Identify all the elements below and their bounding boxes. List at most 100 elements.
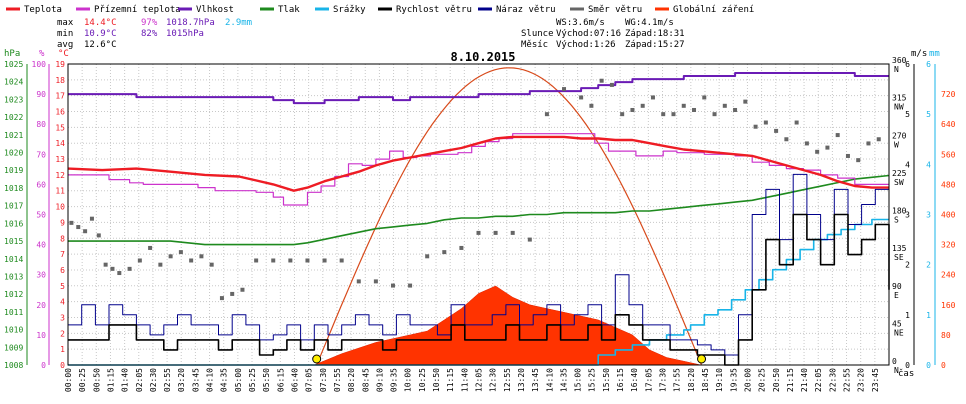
tick-label-ms: 4 [905,160,910,169]
wind-direction-point [722,103,727,108]
wind-direction-point [753,124,758,129]
tick-label-compass: SE [894,253,904,262]
wind-direction-point [856,158,861,163]
tick-label-time: 07:05 [305,368,314,392]
tick-label-radiation: 640 [941,120,956,129]
wind-direction-point [589,103,594,108]
tick-label-direction: 90 [892,282,902,291]
wind-direction-point [743,99,748,104]
tick-label-hpa: 1021 [4,131,23,140]
tick-label-time: 08:45 [361,368,370,392]
tick-label-time: 12:05 [475,368,484,392]
wind-direction-point [148,245,153,250]
axis-label-pct: % [39,49,45,59]
tick-label-pct: 0 [41,361,46,370]
wind-direction-point [240,287,245,292]
tick-label-time: 05:25 [248,368,257,392]
wind-direction-point [794,120,799,125]
tick-label-compass: NW [894,103,904,112]
wind-direction-point [199,254,204,259]
tick-label-degc: 3 [60,313,65,322]
wind-direction-point [373,279,378,284]
tick-label-hpa: 1008 [4,361,23,370]
rain-line [68,218,889,366]
wind-direction-point [609,82,614,87]
tick-label-hpa: 1019 [4,166,23,175]
tick-label-degc: 1 [60,345,65,354]
tick-label-time: 09:10 [375,368,384,392]
wind-direction-point [271,258,276,263]
wind-direction-point [599,78,604,83]
tick-label-hpa: 1013 [4,272,23,281]
tick-label-radiation: 400 [941,211,956,220]
axis-label-degc: °C [58,49,69,59]
tick-label-ms: 2 [905,261,910,270]
tick-label-time: 07:55 [333,368,342,392]
wind-direction-point [845,153,850,158]
tick-label-mm: 1 [926,311,931,320]
tick-label-time: 19:10 [715,368,724,392]
tick-label-degc: 18 [55,76,65,85]
tick-label-direction: 270 [892,131,907,140]
tick-label-time: 13:20 [517,368,526,392]
stat-max-label: max [57,18,74,28]
legend-label: Srážky [333,5,366,15]
stat-max-press: 1018.7hPa [166,18,215,28]
tick-label-hpa: 1020 [4,149,23,158]
wind-direction-point [681,103,686,108]
tick-label-time: 00:00 [64,368,73,392]
tick-label-hpa: 1024 [4,78,23,87]
tick-label-time: 20:00 [743,368,752,392]
stat-min-temp: 10.9°C [84,29,117,39]
wind-direction-point [442,250,447,255]
tick-label-degc: 11 [55,187,65,196]
tick-label-time: 11:15 [446,368,455,392]
tick-label-hpa: 1012 [4,290,23,299]
wind-direction-point [804,141,809,146]
wind-direction-point [168,254,173,259]
wind-direction-point [876,137,881,142]
wind-direction-point [209,262,214,267]
tick-label-degc: 14 [55,139,65,148]
tick-label-compass: W [894,140,899,149]
wind-direction-point [866,141,871,146]
stat-min-press: 1015hPa [166,29,204,39]
tick-label-time: 03:20 [177,368,186,392]
tick-label-hpa: 1018 [4,184,23,193]
tick-label-time: 05:00 [234,368,243,392]
wind-direction-point [339,258,344,263]
wind-direction-point [322,258,327,263]
wind-direction-point [774,128,779,133]
tick-label-pct: 90 [36,90,46,99]
legend-label: Rychlost větru [396,5,472,15]
tick-label-hpa: 1022 [4,113,23,122]
tick-label-direction: 315 [892,94,907,103]
stat-wg: WG:4.1m/s [625,18,674,28]
tick-label-time: 13:45 [531,368,540,392]
wind-direction-point [620,112,625,117]
wind-direction-point [305,258,310,263]
tick-label-time: 10:50 [432,368,441,392]
tick-label-ms: 0 [905,361,910,370]
sunrise-marker [312,354,322,364]
wind-direction-point [110,266,115,271]
wind-direction-point [784,137,789,142]
legend-label: Náraz větru [496,5,556,15]
tick-label-radiation: 0 [941,361,946,370]
tick-label-ms: 6 [905,60,910,69]
wind-direction-point [390,283,395,288]
wind-speed-line [68,213,890,366]
wind-direction-point [493,230,498,235]
stat-moon: Měsíc [521,40,548,50]
tick-label-time: 15:50 [602,368,611,392]
tick-label-hpa: 1015 [4,237,23,246]
legend-label: Směr větru [588,5,642,15]
wind-direction-point [178,250,183,255]
stats-panel: max 14.4°C 97% 1018.7hPa 2.9mm min 10.9°… [57,18,685,50]
tick-label-time: 04:35 [220,368,229,392]
tick-label-compass: E [894,291,899,300]
tick-label-time: 17:30 [659,368,668,392]
wind-gust-line [68,173,890,356]
tick-label-compass: N [894,65,899,74]
tick-label-degc: 0 [60,361,65,370]
